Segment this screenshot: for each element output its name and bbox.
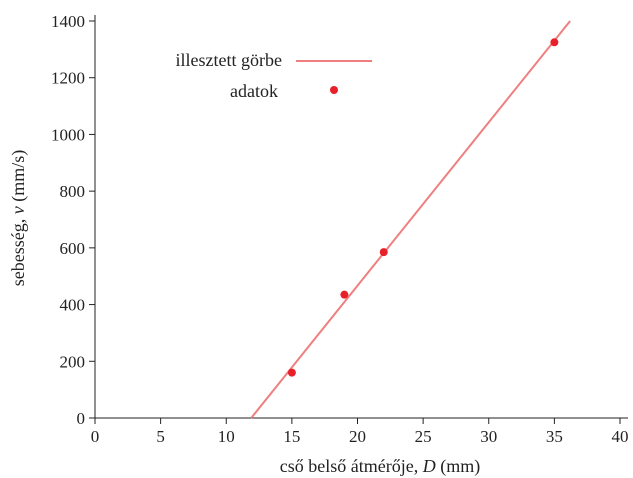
y-tick-label: 800 [60, 182, 86, 201]
x-tick-label: 35 [546, 427, 563, 446]
x-tick-label: 20 [349, 427, 366, 446]
x-tick-label: 5 [156, 427, 165, 446]
y-ticks: 0 200 400 600 800 1000 1200 1400 [51, 12, 95, 428]
y-axis-title: sebesség, v (mm/s) [8, 150, 29, 286]
x-tick-label: 30 [480, 427, 497, 446]
x-ticks: 0 5 10 15 20 25 30 35 40 [91, 418, 629, 446]
legend: illesztett görbe adatok [176, 50, 372, 101]
x-axis-title: cső belső átmérője, D (mm) [280, 456, 480, 477]
x-tick-label: 25 [415, 427, 432, 446]
legend-label-data: adatok [230, 81, 278, 101]
data-point [550, 38, 559, 47]
legend-swatch-point [330, 86, 338, 94]
legend-label-fitted-line: illesztett görbe [176, 50, 282, 70]
y-tick-label: 200 [60, 352, 86, 371]
y-tick-label: 0 [77, 409, 86, 428]
axes [94, 15, 628, 419]
y-tick-label: 400 [60, 296, 86, 315]
x-tick-label: 40 [612, 427, 629, 446]
y-tick-label: 600 [60, 239, 86, 258]
x-tick-label: 0 [91, 427, 100, 446]
data-point [379, 248, 388, 257]
data-point [287, 368, 296, 377]
plot-marks [250, 20, 571, 419]
y-tick-label: 1400 [51, 12, 85, 31]
y-tick-label: 1000 [51, 125, 85, 144]
y-tick-label: 1200 [51, 69, 85, 88]
fitted-line [250, 20, 571, 419]
x-tick-label: 15 [283, 427, 300, 446]
data-point [340, 290, 349, 299]
x-tick-label: 10 [218, 427, 235, 446]
